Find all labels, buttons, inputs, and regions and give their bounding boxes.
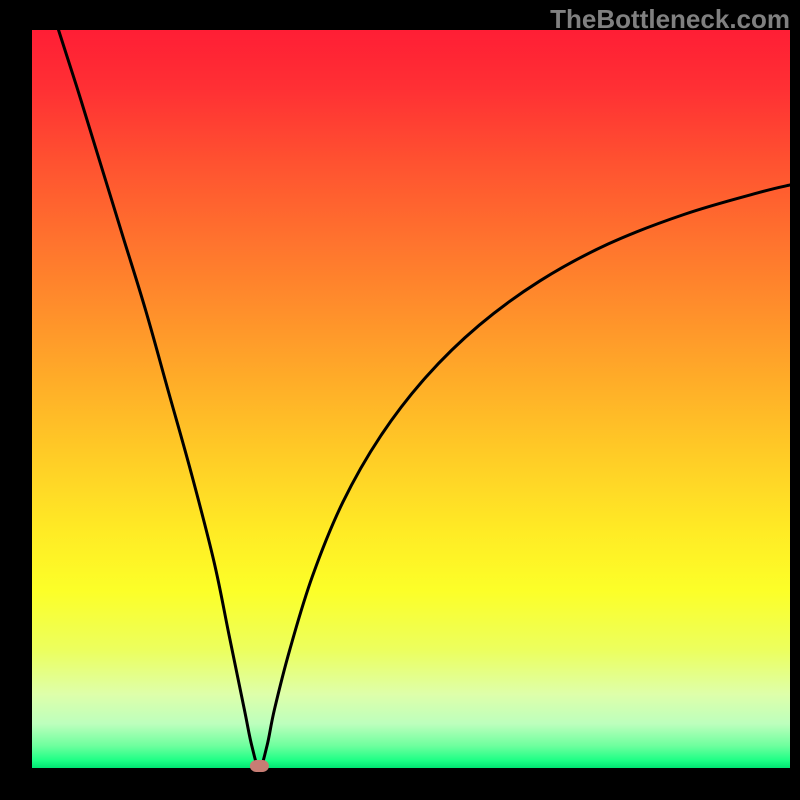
bottleneck-curve bbox=[59, 30, 790, 768]
curve-overlay bbox=[0, 0, 800, 800]
minimum-marker bbox=[250, 761, 268, 772]
watermark-text: TheBottleneck.com bbox=[550, 4, 790, 35]
chart-container: TheBottleneck.com bbox=[0, 0, 800, 800]
